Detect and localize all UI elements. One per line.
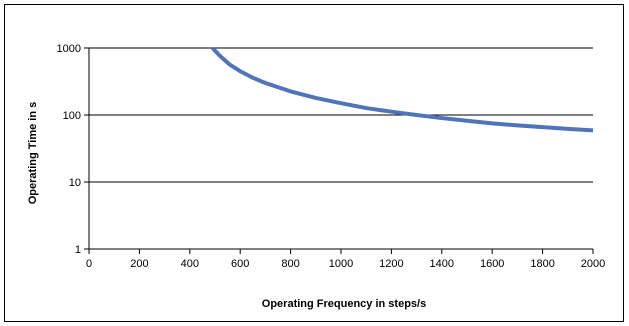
y-tick-label: 1 [75, 244, 81, 256]
x-tick-label: 200 [130, 258, 148, 270]
x-tick-label: 600 [231, 258, 249, 270]
y-axis-title: Operating Time in s [27, 102, 39, 205]
x-tick-label: 0 [86, 258, 92, 270]
x-tick-label: 1600 [480, 258, 504, 270]
x-tick-label: 2000 [581, 258, 605, 270]
axis-layer: 1 10 100 1000 0 200 400 600 800 1000 1200 1400 1600 1… [57, 43, 606, 270]
y-tick-label: 1000 [57, 43, 81, 55]
x-tick-label: 1400 [430, 258, 454, 270]
x-axis-title: Operating Frequency in steps/s [262, 298, 426, 310]
y-tick-label: 10 [69, 177, 81, 189]
x-tick-label: 1000 [329, 258, 353, 270]
x-tick-label: 1200 [379, 258, 403, 270]
line-chart: 1 10 100 1000 0 200 400 600 800 1000 1200 1400 1600 1… [27, 43, 606, 310]
grid-layer [89, 47, 593, 250]
x-tick-label: 400 [181, 258, 199, 270]
x-tick-label: 800 [281, 258, 299, 270]
y-tick-label: 100 [63, 110, 81, 122]
chart-frame: 1 10 100 1000 0 200 400 600 800 1000 1200 1400 1600 1… [4, 4, 624, 322]
x-tick-label: 1800 [530, 258, 554, 270]
series-layer [211, 46, 594, 133]
series-line-0 [211, 46, 594, 133]
